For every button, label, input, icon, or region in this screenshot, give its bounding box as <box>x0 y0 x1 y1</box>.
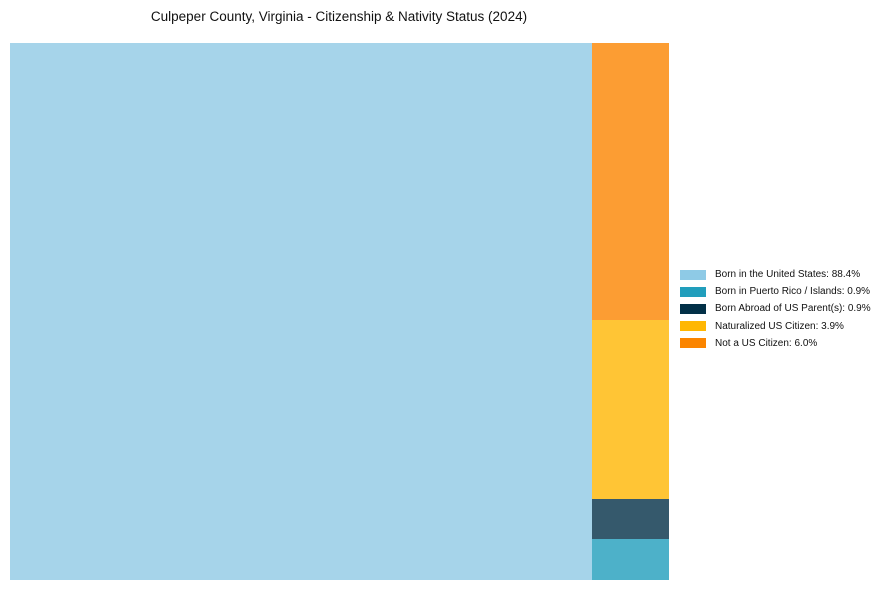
legend-label: Born Abroad of US Parent(s): 0.9% <box>715 303 871 315</box>
legend-swatch <box>680 321 706 332</box>
legend-item: Born Abroad of US Parent(s): 0.9% <box>680 300 871 317</box>
tile-naturalized <box>592 320 669 499</box>
legend-label: Naturalized US Citizen: 3.9% <box>715 320 844 332</box>
tile-born-abroad <box>592 499 669 539</box>
chart-title: Culpeper County, Virginia - Citizenship … <box>150 9 528 24</box>
legend-item: Born in the United States: 88.4% <box>680 266 871 283</box>
legend-swatch <box>680 303 706 314</box>
tile-not-citizen <box>592 43 669 320</box>
legend-label: Born in the United States: 88.4% <box>715 269 861 281</box>
legend-item: Not a US Citizen: 6.0% <box>680 335 871 352</box>
legend-item: Born in Puerto Rico / Islands: 0.9% <box>680 283 871 300</box>
treemap <box>10 43 669 580</box>
legend-swatch <box>680 338 706 349</box>
legend-swatch <box>680 269 706 280</box>
legend-label: Born in Puerto Rico / Islands: 0.9% <box>715 286 871 298</box>
legend: Born in the United States: 88.4% Born in… <box>680 266 871 352</box>
legend-label: Not a US Citizen: 6.0% <box>715 337 818 349</box>
tile-born-us <box>10 43 592 580</box>
tile-puerto-rico <box>592 539 669 580</box>
legend-item: Naturalized US Citizen: 3.9% <box>680 318 871 335</box>
legend-swatch <box>680 286 706 297</box>
